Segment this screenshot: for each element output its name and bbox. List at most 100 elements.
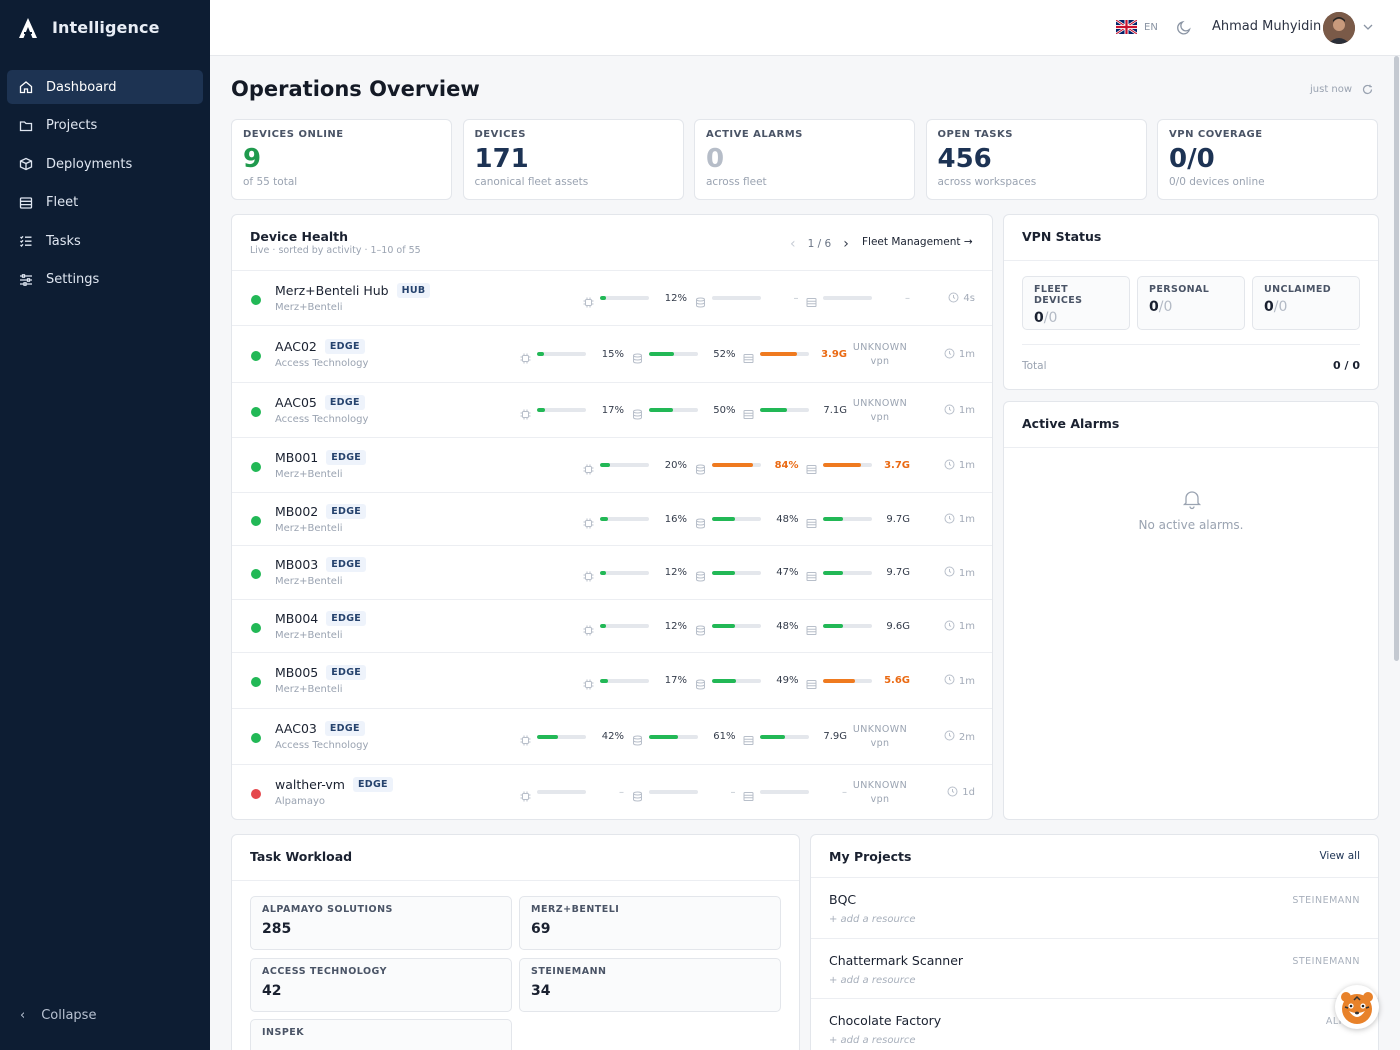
sidebar-item-dashboard[interactable]: Dashboard xyxy=(7,70,203,104)
vpn-total-value: 0 / 0 xyxy=(1333,359,1360,372)
sidebar-item-fleet[interactable]: Fleet xyxy=(7,186,203,220)
user-name[interactable]: Ahmad Muhyidin xyxy=(1212,19,1322,34)
device-org: Merz+Benteli xyxy=(275,684,343,695)
disk-bar xyxy=(823,678,872,683)
table-row[interactable]: walther-vm EDGE Alpamayo – – – UNKNOWN vpn 1d xyxy=(232,765,992,820)
memory-icon xyxy=(695,675,706,690)
table-row[interactable]: MB003 EDGE Merz+Benteli 12% 47% 9.7G 1m xyxy=(232,546,992,600)
sidebar-item-deployments[interactable]: Deployments xyxy=(7,147,203,181)
vpn-tile-label: FLEET DEVICES xyxy=(1034,284,1083,306)
prev-page-icon[interactable]: ‹ xyxy=(790,236,796,252)
disk-bar-fill xyxy=(823,624,844,628)
disk-bar-fill xyxy=(823,463,862,467)
clock-icon xyxy=(944,459,955,473)
cpu-bar xyxy=(600,463,649,467)
workload-tile[interactable]: MERZ+BENTELI 69 xyxy=(519,896,781,950)
fleet-management-link[interactable]: Fleet Management → xyxy=(862,236,973,248)
stat-label: OPEN TASKS xyxy=(937,129,1013,140)
mem-metric: 48% xyxy=(695,514,799,528)
mem-value: 50% xyxy=(713,404,736,416)
device-name[interactable]: walther-vm EDGE xyxy=(275,776,393,792)
device-name-text: MB002 xyxy=(275,503,319,519)
cpu-bar xyxy=(537,352,586,356)
device-org: Merz+Benteli xyxy=(275,576,343,587)
clock-icon xyxy=(944,730,955,744)
sidebar-item-settings[interactable]: Settings xyxy=(7,263,203,297)
chevron-down-icon[interactable] xyxy=(1362,21,1374,33)
device-health-title: Device Health xyxy=(250,229,349,244)
device-name[interactable]: AAC05 EDGE xyxy=(275,394,365,410)
memory-icon xyxy=(695,621,706,635)
brand[interactable]: Intelligence xyxy=(0,0,210,55)
scrollbar[interactable] xyxy=(1394,56,1399,661)
table-row[interactable]: Merz+Benteli Hub HUB Merz+Benteli 12% – – 4s xyxy=(232,271,992,326)
tiger-icon xyxy=(1341,992,1373,1024)
cpu-bar-fill xyxy=(600,463,610,467)
stat-value: 171 xyxy=(474,144,529,174)
table-row[interactable]: AAC05 EDGE Access Technology 17% 50% 7.1G UNKN… xyxy=(232,383,992,438)
disk-icon xyxy=(806,621,817,635)
project-item[interactable]: BQC + add a resource STEINEMANN xyxy=(811,877,1378,938)
workload-tile[interactable]: ACCESS TECHNOLOGY 42 xyxy=(250,957,512,1012)
cpu-metric: 17% xyxy=(520,405,624,419)
sidebar: Intelligence Dashboard Projects Deployme… xyxy=(0,0,210,1050)
device-name[interactable]: MB004 EDGE xyxy=(275,610,367,626)
disk-value: 7.1G xyxy=(823,404,847,416)
device-name[interactable]: MB001 EDGE xyxy=(275,449,367,465)
avatar[interactable] xyxy=(1323,12,1355,44)
active-alarms-card: Active Alarms No active alarms. xyxy=(1003,401,1379,820)
collapse-button[interactable]: ‹ Collapse xyxy=(20,1008,96,1023)
project-item[interactable]: Chattermark Scanner + add a resource STEIN… xyxy=(811,937,1378,999)
sidebar-item-tasks[interactable]: Tasks xyxy=(7,224,203,258)
workload-tile[interactable]: ALPAMAYO SOLUTIONS 285 xyxy=(250,896,512,950)
workload-tile[interactable]: INSPEK xyxy=(250,1019,512,1050)
mem-value: 84% xyxy=(774,459,799,471)
cpu-bar-fill xyxy=(600,296,606,300)
moon-icon[interactable] xyxy=(1176,19,1193,36)
device-name[interactable]: MB003 EDGE xyxy=(275,557,367,572)
device-name-text: MB001 xyxy=(275,449,319,465)
device-name[interactable]: AAC02 EDGE xyxy=(275,338,365,354)
stat-value: 9 xyxy=(243,144,262,174)
mem-bar xyxy=(711,678,761,683)
sidebar-item-label: Tasks xyxy=(46,233,81,249)
workload-tile[interactable]: STEINEMANN 34 xyxy=(519,957,781,1012)
stat-card: DEVICES 171 canonical fleet assets xyxy=(462,119,684,200)
device-name[interactable]: AAC03 EDGE xyxy=(275,721,365,736)
disk-bar xyxy=(823,463,872,467)
device-name-text: MB004 xyxy=(275,610,319,626)
view-all-link[interactable]: View all xyxy=(1319,850,1360,862)
add-resource-link[interactable]: + add a resource xyxy=(829,1035,916,1046)
mem-bar-fill xyxy=(648,352,674,356)
add-resource-link[interactable]: + add a resource xyxy=(829,914,916,925)
add-resource-link[interactable]: + add a resource xyxy=(829,974,916,986)
last-seen: 1m xyxy=(935,620,975,634)
device-name[interactable]: MB005 EDGE xyxy=(275,665,367,680)
table-row[interactable]: AAC03 EDGE Access Technology 42% 61% 7.9G UNKN… xyxy=(232,709,992,765)
next-page-icon[interactable]: › xyxy=(843,236,849,252)
vpn-tile-value: 0/0 xyxy=(1264,299,1348,315)
language-switcher[interactable]: EN xyxy=(1116,20,1158,34)
clock-icon xyxy=(944,513,955,527)
sidebar-item-projects[interactable]: Projects xyxy=(7,109,203,143)
disk-bar xyxy=(823,517,872,521)
assistant-mascot-button[interactable] xyxy=(1335,985,1379,1029)
workload-tile-label: STEINEMANN xyxy=(531,965,607,977)
home-icon xyxy=(19,80,33,94)
mem-metric: 48% xyxy=(695,621,799,635)
table-row[interactable]: MB002 EDGE Merz+Benteli 16% 48% 9.7G 1m xyxy=(232,493,992,546)
device-org: Access Technology xyxy=(275,740,369,751)
stat-subtitle: across workspaces xyxy=(937,176,1037,188)
table-row[interactable]: MB004 EDGE Merz+Benteli 12% 48% 9.6G 1m xyxy=(232,600,992,653)
table-row[interactable]: MB005 EDGE Merz+Benteli 17% 49% 5.6G 1m xyxy=(232,653,992,709)
project-item[interactable]: Chocolate Factory+ add a resourceALPAM xyxy=(811,998,1378,1050)
status-dot xyxy=(251,733,261,743)
table-row[interactable]: MB001 EDGE Merz+Benteli 20% 84% 3.7G 1m xyxy=(232,438,992,493)
disk-icon xyxy=(743,731,754,745)
refresh-control[interactable]: just now xyxy=(1310,84,1373,95)
status-dot xyxy=(251,406,261,417)
device-name[interactable]: Merz+Benteli Hub HUB xyxy=(275,282,431,298)
table-row[interactable]: AAC02 EDGE Access Technology 15% 52% 3.9G UNKN… xyxy=(232,326,992,383)
device-name[interactable]: MB002 EDGE xyxy=(275,503,367,519)
disk-value: 5.6G xyxy=(884,675,910,686)
